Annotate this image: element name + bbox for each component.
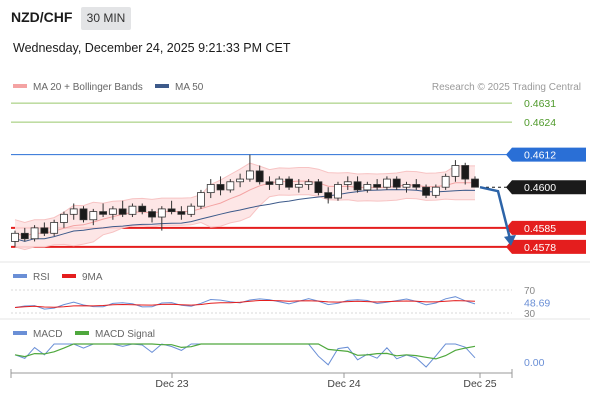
candle-down [167, 208, 176, 213]
candle-down [20, 232, 29, 240]
candle-up [60, 213, 68, 223]
level-tag-support [506, 220, 586, 235]
level-tag-pivot [506, 147, 586, 162]
level-label-support: 0.4578 [524, 242, 556, 254]
rsi-tick-30: 30 [524, 309, 536, 320]
candle-down [99, 211, 107, 215]
candle-up [69, 208, 78, 215]
candle-down [422, 186, 430, 196]
candle-down [255, 170, 264, 183]
time-axis: Dec 23 Dec 24 Dec 25 [10, 369, 513, 390]
macd-legend-swatch [13, 331, 27, 335]
candle-up [50, 222, 59, 234]
resistance-label: 0.4631 [524, 98, 556, 110]
x-tick-label: Dec 25 [463, 378, 496, 390]
candle-up [343, 181, 352, 185]
timeframe-button[interactable]: 30 MIN [81, 7, 131, 30]
ma50-line [14, 189, 476, 242]
forecast-arrow [479, 185, 512, 240]
resistance-label: 0.4624 [524, 117, 556, 129]
macd-panel: MACD MACD Signal 0.00 [13, 329, 545, 369]
candle-up [226, 181, 235, 191]
candle-up [451, 165, 460, 177]
rsi-tick-70: 70 [524, 286, 536, 297]
main-price-panel: 0.4631 0.4624 0.4612 0.4600 0.4585 0.4578 [0, 98, 590, 320]
level-label-pivot: 0.4612 [524, 150, 556, 162]
candle-up [402, 184, 411, 188]
candle-down [40, 227, 49, 234]
candle-down [392, 178, 401, 188]
rsi-ma-legend-label: 9MA [82, 272, 103, 283]
macd-signal-legend-label: MACD Signal [95, 329, 155, 340]
candle-down [79, 208, 88, 221]
candle-down [373, 184, 382, 188]
ma50-legend-label: MA 50 [175, 82, 204, 93]
candle-up [89, 211, 98, 221]
candle-up [236, 178, 245, 183]
x-tick-label: Dec 23 [155, 378, 188, 390]
candle-up [334, 184, 342, 199]
candle-up [187, 205, 196, 215]
candle-up [30, 227, 39, 240]
last-price-tag [506, 180, 586, 195]
candle-down [324, 192, 333, 199]
rsi-legend-swatch [13, 274, 27, 278]
bollinger-lower [14, 194, 475, 251]
copyright-text: Research © 2025 Trading Central [432, 82, 581, 93]
candle-down [138, 205, 147, 213]
candle-up [11, 232, 19, 242]
candle-down [177, 211, 186, 215]
candle-up [108, 208, 117, 215]
ma20-legend-label: MA 20 + Bollinger Bands [33, 82, 143, 93]
candle-up [275, 178, 284, 185]
rsi-value: 48.69 [524, 297, 550, 309]
rsi-line [14, 296, 476, 310]
candle-up [128, 205, 137, 215]
macd-zero-label: 0.00 [524, 357, 545, 369]
candle-up [206, 184, 215, 194]
level-label-support: 0.4585 [524, 223, 556, 235]
candle-down [471, 178, 479, 188]
macd-legend-label: MACD [33, 329, 62, 340]
candle-down [353, 181, 362, 191]
main-legend: MA 20 + Bollinger Bands MA 50 Research ©… [13, 82, 581, 93]
candle-up [245, 170, 254, 180]
candle-up [383, 178, 391, 188]
macd-signal-line [14, 343, 476, 360]
candle-down [148, 211, 156, 218]
last-price-label: 0.4600 [524, 182, 556, 194]
candle-down [412, 184, 421, 188]
ma50-legend-swatch [155, 84, 169, 88]
candle-down [265, 181, 274, 185]
macd-line [14, 343, 476, 368]
rsi-legend-label: RSI [33, 272, 50, 283]
chart-datetime: Wednesday, December 24, 2025 9:21:33 PM … [13, 41, 291, 55]
macd-signal-legend-swatch [75, 331, 89, 335]
ma20-legend-swatch [13, 84, 27, 88]
candle-up [157, 208, 166, 218]
candle-down [314, 181, 323, 194]
candle-down [285, 178, 293, 188]
candle-up [431, 186, 440, 196]
symbol-title: NZD/CHF [11, 9, 73, 25]
candle-down [461, 165, 470, 180]
candle-down [118, 208, 127, 215]
forecast-arrow-head [504, 234, 516, 246]
candle-up [363, 184, 372, 191]
candle-up [197, 192, 205, 207]
bollinger-upper [14, 162, 475, 224]
candle-up [441, 175, 450, 188]
rsi-ma-legend-swatch [62, 274, 76, 278]
level-tag-support [506, 239, 586, 254]
x-tick-label: Dec 24 [327, 378, 360, 390]
candle-up [294, 184, 303, 188]
candle-down [216, 184, 225, 191]
candle-up [304, 181, 313, 185]
rsi-ma-line [14, 300, 476, 308]
